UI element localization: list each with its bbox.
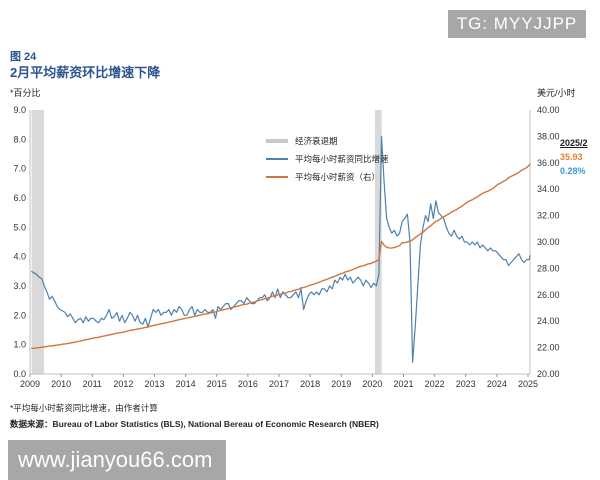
x-tick-label: 2020: [362, 379, 382, 389]
right-tick-label: 38.00: [537, 131, 560, 141]
annotation-growth-value: 0.28%: [560, 166, 586, 176]
legend-item-yoy-growth: 平均每小时薪资同比增速: [266, 150, 389, 168]
legend-label-yoy-growth: 平均每小时薪资同比增速: [295, 154, 389, 164]
legend-label-recession: 经济衰退期: [295, 136, 338, 146]
page-title: 2月平均薪资环比增速下降: [10, 65, 161, 80]
x-tick-label: 2011: [83, 379, 102, 389]
footnote-source: 数据来源：Bureau of Labor Statistics (BLS), N…: [10, 419, 379, 429]
blue-line-swatch-icon: [266, 158, 288, 160]
annotation-wage-value: 35.93: [560, 152, 583, 162]
right-tick-label: 24.00: [537, 316, 560, 326]
left-tick-label: 4.0: [13, 252, 26, 262]
left-tick-label: 9.0: [13, 105, 26, 115]
x-tick-label: 2014: [176, 379, 196, 389]
footnote-calculation: *平均每小时薪资同比增速，由作者计算: [10, 403, 158, 413]
x-tick-label: 2024: [487, 379, 507, 389]
right-tick-label: 22.00: [537, 343, 560, 353]
orange-line-swatch-icon: [266, 176, 288, 178]
x-tick-label: 2022: [425, 379, 445, 389]
right-tick-label: 28.00: [537, 263, 560, 273]
left-tick-label: 2.0: [13, 310, 26, 320]
x-tick-label: 2009: [20, 379, 40, 389]
right-tick-label: 40.00: [537, 105, 560, 115]
x-tick-label: 2021: [393, 379, 413, 389]
right-tick-label: 32.00: [537, 211, 560, 221]
right-axis-unit-label: 美元/小时: [537, 88, 576, 98]
x-tick-label: 2010: [51, 379, 71, 389]
left-tick-label: 5.0: [13, 222, 26, 232]
x-tick-label: 2023: [456, 379, 476, 389]
right-tick-label: 20.00: [537, 369, 560, 379]
right-tick-label: 34.00: [537, 184, 560, 194]
annotation-date: 2025/2: [560, 138, 588, 148]
x-tick-label: 2012: [113, 379, 133, 389]
recession-band: [374, 110, 382, 374]
x-tick-label: 2019: [331, 379, 351, 389]
left-tick-label: 8.0: [13, 134, 26, 144]
left-tick-label: 7.0: [13, 164, 26, 174]
x-tick-label: 2025: [518, 379, 538, 389]
legend-item-recession: 经济衰退期: [266, 132, 389, 150]
right-tick-label: 30.00: [537, 237, 560, 247]
x-tick-label: 2016: [238, 379, 258, 389]
x-tick-label: 2013: [144, 379, 164, 389]
left-axis-unit-label: *百分比: [10, 88, 41, 98]
chart-legend: 经济衰退期 平均每小时薪资同比增速 平均每小时薪资（右）: [266, 132, 389, 186]
legend-label-wage-level: 平均每小时薪资（右）: [295, 172, 381, 182]
site-watermark: www.jianyou66.com: [8, 440, 226, 480]
latest-data-annotation: 2025/2 35.93 0.28%: [560, 136, 600, 178]
left-tick-label: 3.0: [13, 281, 26, 291]
yoy-growth-line: [31, 135, 531, 363]
left-tick-label: 6.0: [13, 193, 26, 203]
right-tick-label: 36.00: [537, 158, 560, 168]
x-tick-label: 2015: [207, 379, 227, 389]
recession-swatch-icon: [266, 139, 288, 143]
recession-band: [31, 110, 45, 374]
wage-level-line: [31, 163, 531, 350]
left-tick-label: 0.0: [13, 369, 26, 379]
right-tick-label: 26.00: [537, 290, 560, 300]
legend-item-wage-level: 平均每小时薪资（右）: [266, 168, 389, 186]
left-tick-label: 1.0: [13, 340, 26, 350]
figure-number: 图 24: [10, 51, 37, 63]
x-tick-label: 2018: [300, 379, 320, 389]
x-tick-label: 2017: [269, 379, 289, 389]
tg-channel-badge: TG: MYYJJPP: [448, 10, 586, 38]
